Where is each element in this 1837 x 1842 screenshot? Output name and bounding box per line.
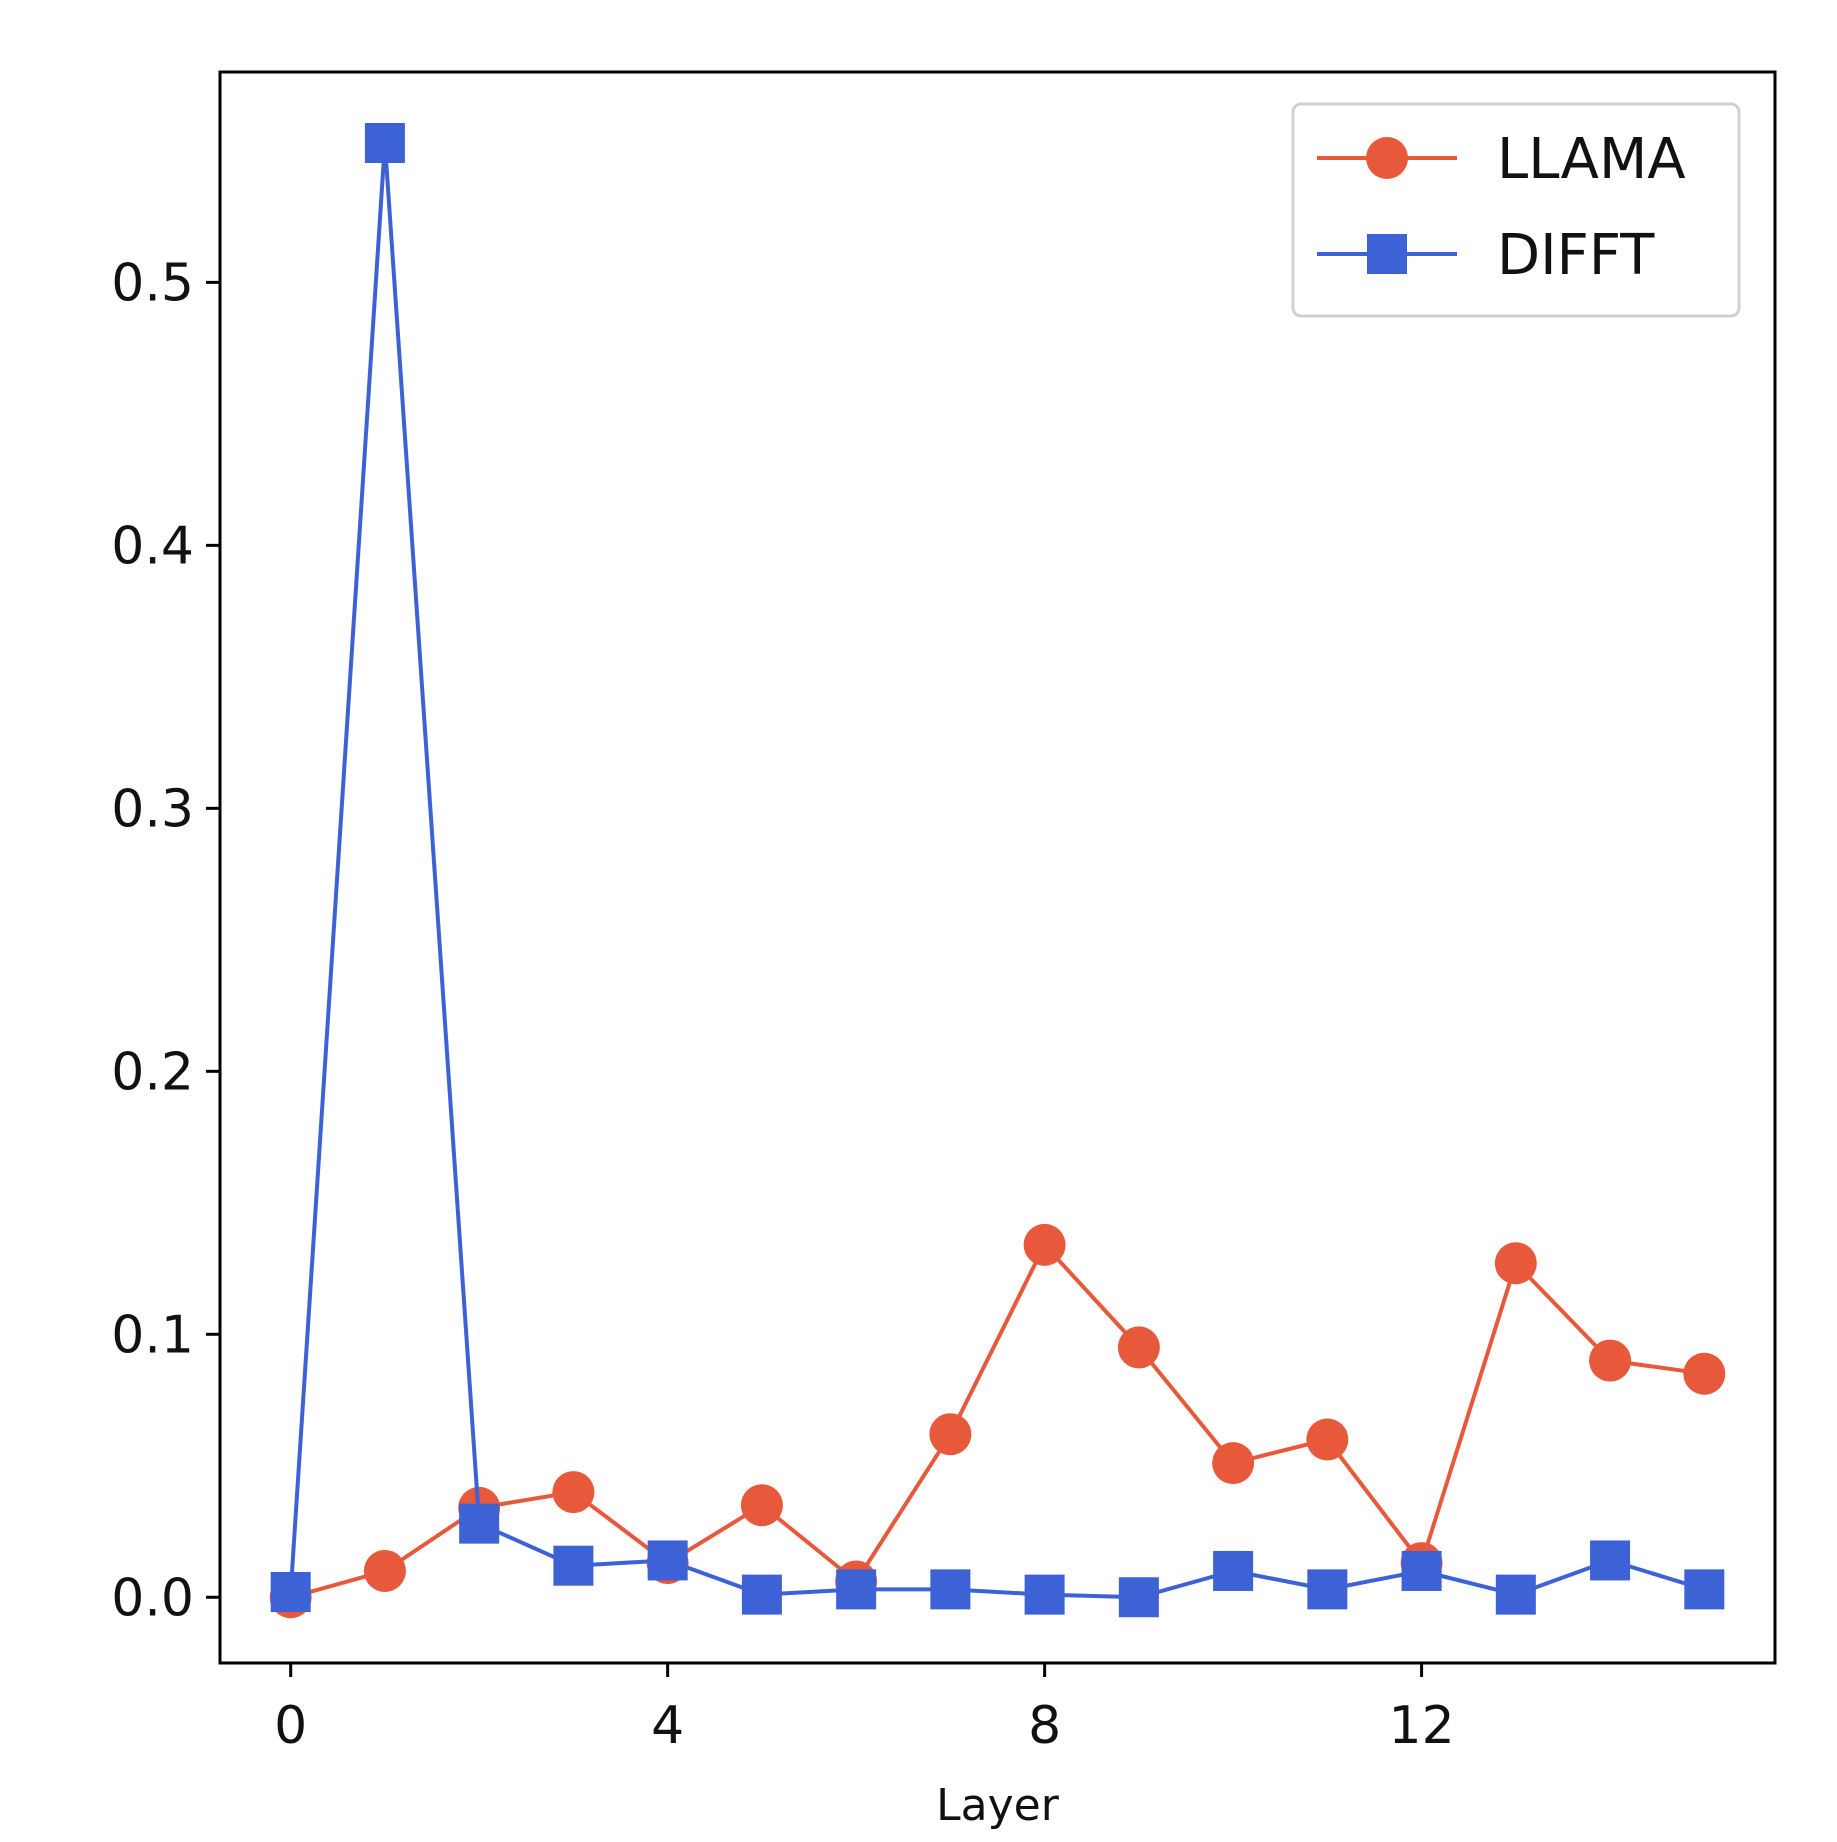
x-tick-label: 8	[1028, 1696, 1061, 1756]
legend-item-llama: LLAMA	[1317, 127, 1686, 192]
y-tick-label: 0.4	[111, 516, 194, 576]
data-point-difft	[836, 1569, 877, 1610]
data-point-llama	[363, 1549, 406, 1592]
y-tick-label: 0.0	[111, 1568, 194, 1628]
data-point-difft	[1401, 1550, 1442, 1591]
x-axis-label: Layer	[936, 1780, 1060, 1831]
data-point-llama	[1306, 1418, 1349, 1461]
x-tick-label: 0	[274, 1696, 307, 1756]
data-point-difft	[647, 1540, 688, 1581]
data-point-difft	[1590, 1540, 1631, 1581]
series-line-difft	[288, 141, 1705, 1600]
series-line-llama	[290, 1242, 1705, 1600]
legend-marker-difft	[1367, 234, 1407, 274]
data-point-difft	[270, 1571, 311, 1612]
data-point-llama	[1494, 1242, 1537, 1285]
legend-label-difft: DIFFT	[1497, 223, 1655, 288]
legend-marker-llama	[1366, 137, 1408, 179]
data-point-difft	[1118, 1577, 1159, 1618]
data-point-difft	[1495, 1574, 1536, 1615]
legend-item-difft: DIFFT	[1317, 223, 1655, 288]
y-tick-label: 0.2	[111, 1042, 194, 1102]
x-tick-label: 4	[651, 1696, 684, 1756]
data-point-llama	[1023, 1223, 1066, 1266]
data-point-difft	[1307, 1569, 1348, 1610]
data-point-llama	[1212, 1442, 1255, 1485]
data-point-difft	[364, 123, 405, 164]
data-point-difft	[1024, 1574, 1065, 1615]
series-difft	[270, 123, 1725, 1618]
data-point-llama	[1117, 1326, 1160, 1369]
y-tick-label: 0.3	[111, 779, 194, 839]
legend-label-llama: LLAMA	[1497, 127, 1686, 192]
data-point-llama	[1589, 1339, 1632, 1382]
data-point-difft	[1213, 1550, 1254, 1591]
y-tick-label: 0.1	[111, 1305, 194, 1365]
legend: LLAMA DIFFT	[1291, 102, 1741, 318]
data-point-llama	[552, 1471, 595, 1514]
data-point-difft	[1684, 1569, 1725, 1610]
data-point-llama	[929, 1413, 972, 1456]
data-point-difft	[741, 1574, 782, 1615]
data-point-difft	[553, 1545, 594, 1586]
series-layer	[269, 123, 1726, 1619]
x-tick-label: 12	[1389, 1696, 1455, 1756]
y-tick-label: 0.5	[111, 253, 194, 313]
data-point-difft	[459, 1503, 500, 1544]
data-point-llama	[1683, 1352, 1726, 1395]
data-point-llama	[740, 1484, 783, 1527]
data-point-difft	[930, 1569, 971, 1610]
axis-ticks: 0.0 0.1 0.2 0.3 0.4 0.5 0 4 8 12	[111, 253, 1454, 1756]
plot-area-frame	[218, 70, 1777, 1665]
